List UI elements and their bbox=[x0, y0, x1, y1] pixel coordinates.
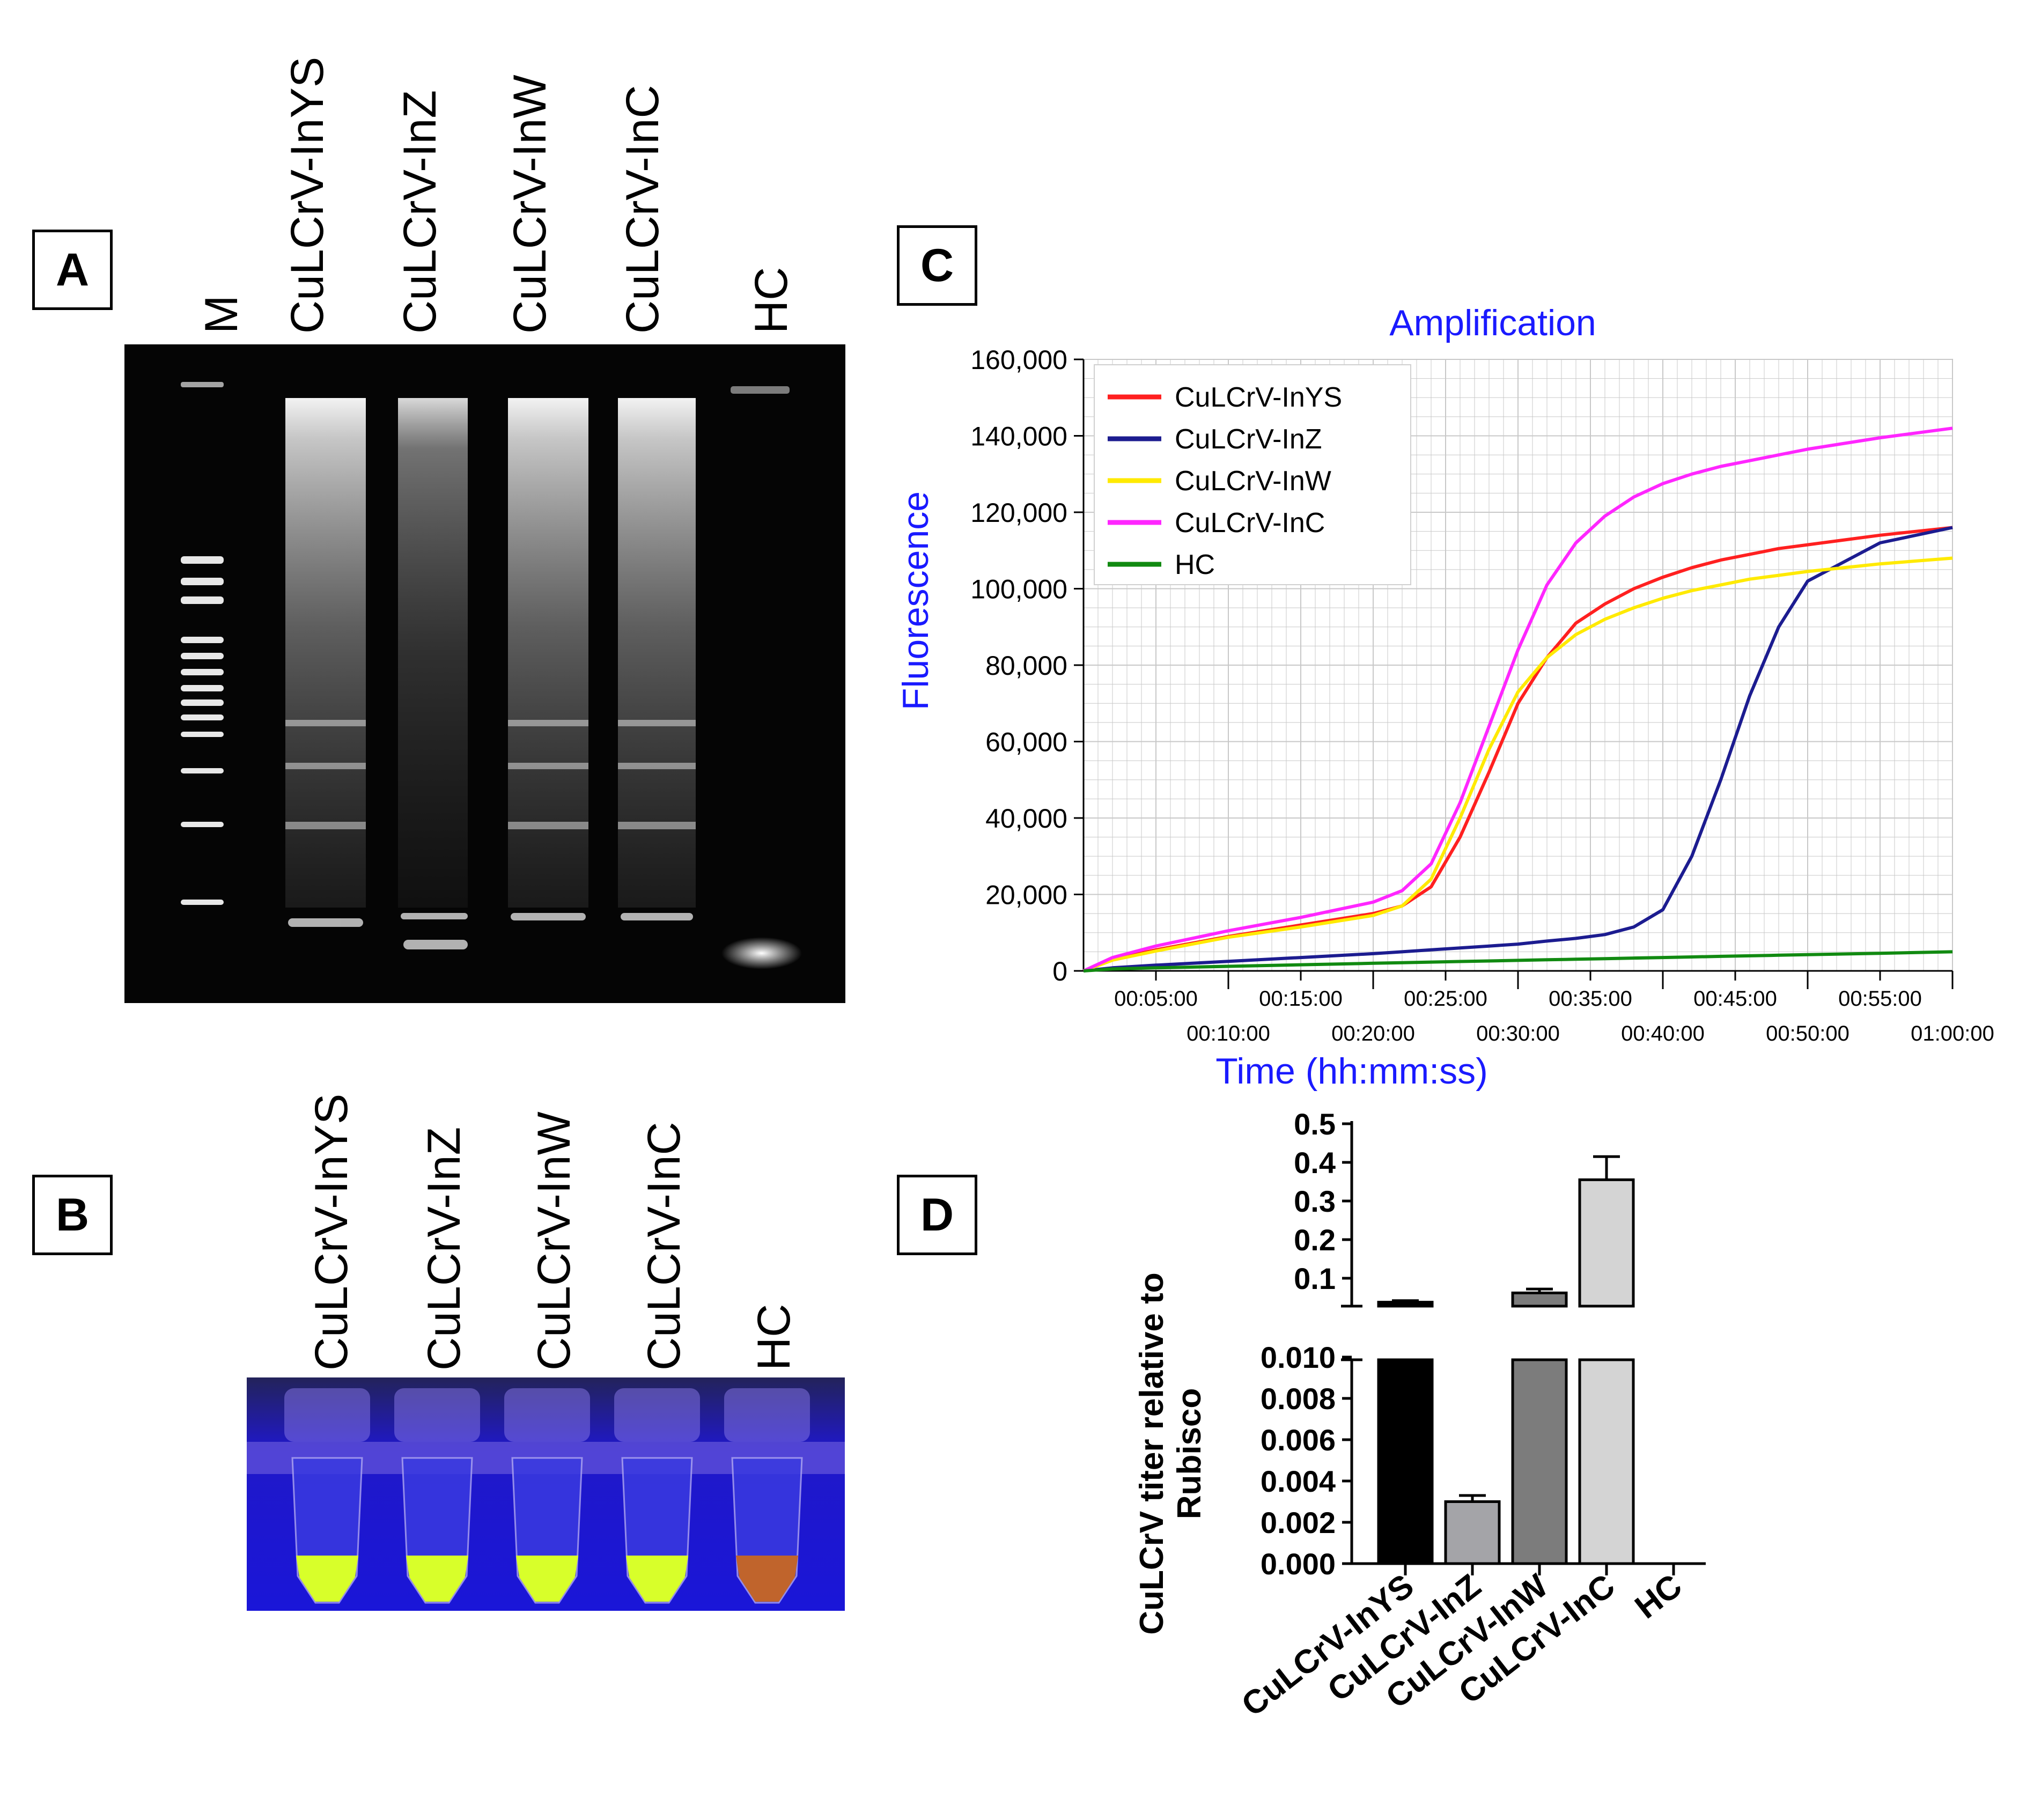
x-tick-label: 00:10:00 bbox=[1187, 1022, 1270, 1045]
bar-culcrv-inz bbox=[1444, 1494, 1501, 1565]
y-tick-label: 0.002 bbox=[1261, 1506, 1336, 1539]
series-line-culcrv-inc bbox=[1082, 426, 1953, 972]
agarose-gel-image bbox=[124, 344, 845, 1003]
tube-culcrv-inz bbox=[394, 1388, 480, 1604]
legend-label: HC bbox=[1175, 549, 1215, 580]
x-tick-label: HC bbox=[1629, 1567, 1689, 1626]
tube-label-inc: CuLCrV-InC bbox=[638, 1122, 690, 1370]
tube-liquid bbox=[626, 1556, 688, 1602]
titer-ylabel-line1: CuLCrV titer relative to bbox=[1133, 1272, 1170, 1634]
y-tick-label: 0.2 bbox=[1294, 1223, 1336, 1257]
gel-lane-label-inc: CuLCrV-InC bbox=[617, 85, 668, 334]
y-tick-label: 80,000 bbox=[985, 651, 1067, 681]
x-tick-label: 00:25:00 bbox=[1404, 987, 1487, 1011]
panel-d-label: D bbox=[897, 1175, 977, 1255]
titer-bar-chart: CuLCrV titer relative to Rubisco 0.1 0.2 0… bbox=[1133, 1107, 1706, 1724]
legend-label: CuLCrV-InYS bbox=[1175, 382, 1342, 413]
y-tick-label: 20,000 bbox=[985, 880, 1067, 910]
gel-lane-label-inw: CuLCrV-InW bbox=[504, 75, 556, 334]
panel-a-label: A bbox=[32, 230, 113, 310]
x-tick-label: 00:05:00 bbox=[1114, 987, 1198, 1011]
panel-d-letter: D bbox=[920, 1189, 954, 1241]
series-line-culcrv-inw bbox=[1082, 556, 1953, 972]
chart-legend: CuLCrV-InYS CuLCrV-InZ CuLCrV-InW CuLCrV-In… bbox=[1094, 364, 1411, 585]
legend-item-hc: HC bbox=[1108, 549, 1215, 580]
tube-hc bbox=[724, 1388, 810, 1604]
gel-lane-label-inys: CuLCrV-InYS bbox=[282, 56, 333, 334]
y-tick-label: 0.004 bbox=[1261, 1464, 1336, 1498]
y-tick-label: 0.4 bbox=[1294, 1146, 1336, 1180]
tube-culcrv-inc bbox=[614, 1388, 700, 1604]
panel-c-letter: C bbox=[920, 239, 954, 291]
tube-label-hc: HC bbox=[748, 1303, 800, 1370]
tube-label-inw: CuLCrV-InW bbox=[528, 1111, 580, 1370]
y-tick-label: 160,000 bbox=[970, 345, 1067, 375]
x-tick-label: 00:15:00 bbox=[1259, 987, 1343, 1011]
y-tick-label: 0.008 bbox=[1261, 1382, 1336, 1416]
amplification-title: Amplification bbox=[1389, 303, 1596, 343]
tube-label-inys: CuLCrV-InYS bbox=[306, 1093, 357, 1370]
y-tick-label: 0.000 bbox=[1261, 1547, 1336, 1581]
panel-a-letter: A bbox=[55, 244, 90, 296]
gel-lane-label-hc: HC bbox=[746, 267, 797, 334]
bar-culcrv-inc bbox=[1578, 1155, 1635, 1565]
amplification-ylabel: Fluorescence bbox=[895, 491, 936, 710]
tube-label-inz: CuLCrV-InZ bbox=[418, 1126, 470, 1370]
tube-liquid bbox=[516, 1556, 578, 1602]
y-tick-label: 40,000 bbox=[985, 804, 1067, 834]
y-tick-label: 0.010 bbox=[1261, 1340, 1336, 1374]
x-tick-label: 00:35:00 bbox=[1549, 987, 1632, 1011]
x-tick-label: 00:50:00 bbox=[1766, 1022, 1849, 1045]
y-tick-label: 60,000 bbox=[985, 727, 1067, 757]
x-tick-label: 00:40:00 bbox=[1621, 1022, 1705, 1045]
y-tick-label: 0.006 bbox=[1261, 1423, 1336, 1457]
x-tick-label: 00:20:00 bbox=[1331, 1022, 1415, 1045]
y-tick-label: 0.3 bbox=[1294, 1184, 1336, 1218]
tube-liquid bbox=[406, 1556, 468, 1602]
legend-label: CuLCrV-InW bbox=[1175, 466, 1331, 497]
legend-item-culcrv-inz: CuLCrV-InZ bbox=[1108, 424, 1322, 455]
tube-liquid bbox=[736, 1556, 798, 1602]
y-tick-label: 140,000 bbox=[970, 422, 1067, 452]
lamp-tubes-photo bbox=[247, 1377, 845, 1611]
bar-culcrv-inw bbox=[1511, 1287, 1568, 1565]
x-tick-label: 00:55:00 bbox=[1838, 987, 1922, 1011]
x-tick-label: 01:00:00 bbox=[1911, 1022, 1994, 1045]
amplification-chart: Amplification Fluorescence Time (hh:mm:s… bbox=[895, 303, 1994, 1092]
tube-liquid bbox=[296, 1556, 358, 1602]
y-tick-label: 0.5 bbox=[1294, 1107, 1336, 1141]
y-tick-label: 0 bbox=[1052, 956, 1067, 986]
panel-c-label: C bbox=[897, 225, 977, 306]
gel-lane-label-m: M bbox=[196, 295, 247, 334]
legend-item-culcrv-inw: CuLCrV-InW bbox=[1108, 466, 1331, 497]
series-line-culcrv-inz bbox=[1083, 526, 1953, 972]
legend-item-culcrv-inys: CuLCrV-InYS bbox=[1108, 382, 1342, 413]
gel-lane-label-inz: CuLCrV-InZ bbox=[394, 90, 446, 334]
panel-b-label: B bbox=[32, 1175, 113, 1255]
series-line-hc bbox=[1083, 950, 1953, 972]
amplification-xlabel: Time (hh:mm:ss) bbox=[1215, 1051, 1487, 1092]
x-tick-label: 00:45:00 bbox=[1693, 987, 1777, 1011]
y-tick-label: 100,000 bbox=[970, 574, 1067, 605]
titer-ylabel-line2: Rubisco bbox=[1171, 1388, 1208, 1520]
panel-b-letter: B bbox=[55, 1189, 90, 1241]
legend-item-culcrv-inc: CuLCrV-InC bbox=[1108, 507, 1325, 539]
y-tick-label: 0.1 bbox=[1294, 1262, 1336, 1295]
tube-culcrv-inys bbox=[284, 1388, 370, 1604]
x-tick-label: 00:30:00 bbox=[1476, 1022, 1560, 1045]
legend-label: CuLCrV-InC bbox=[1175, 507, 1325, 539]
tube-row bbox=[284, 1388, 810, 1604]
bar-culcrv-inys bbox=[1377, 1299, 1434, 1565]
y-tick-label: 120,000 bbox=[970, 498, 1067, 528]
tube-culcrv-inw bbox=[504, 1388, 590, 1604]
legend-label: CuLCrV-InZ bbox=[1175, 424, 1322, 455]
